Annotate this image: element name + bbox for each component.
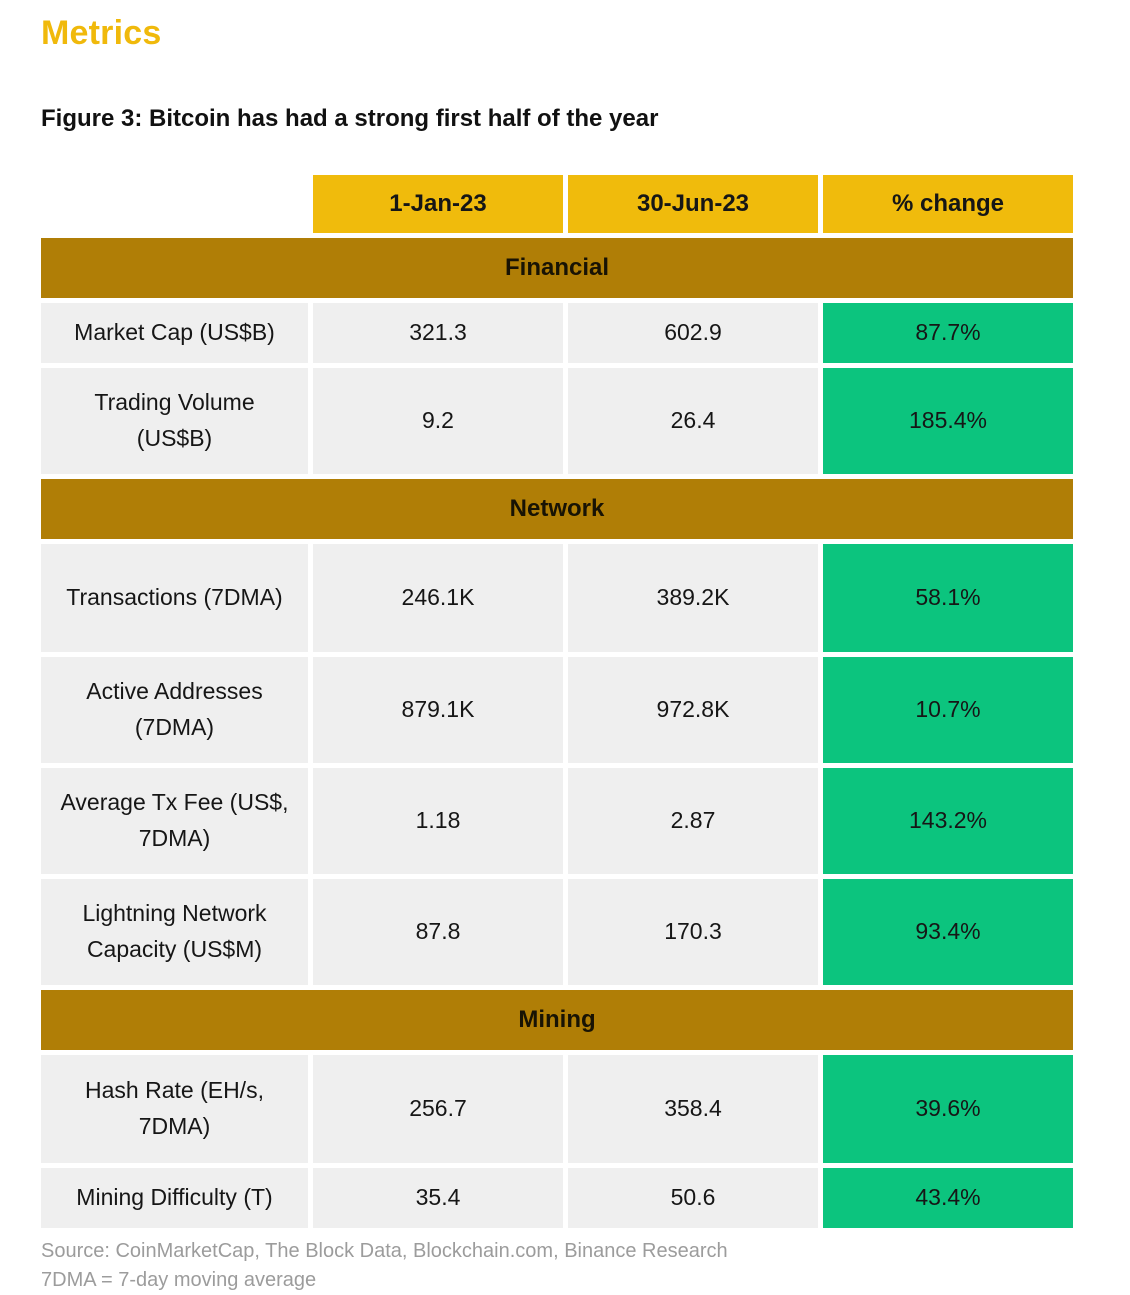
market-cap-change-value: 87.7% <box>823 303 1073 363</box>
row-label-transactions: Transactions (7DMA) <box>41 544 308 652</box>
lightning-capacity-jan-value: 87.8 <box>313 879 563 985</box>
active-addresses-change-value: 10.7% <box>823 657 1073 763</box>
active-addresses-jun-value: 972.8K <box>568 657 818 763</box>
column-header-percent-change: % change <box>823 175 1073 233</box>
row-label-mining-difficulty: Mining Difficulty (T) <box>41 1168 308 1228</box>
figure-caption: Figure 3: Bitcoin has had a strong first… <box>41 105 659 132</box>
report-page: Metrics Figure 3: Bitcoin has had a stro… <box>41 14 1073 1295</box>
trading-volume-change-value: 185.4% <box>823 368 1073 474</box>
mining-difficulty-jun-value: 50.6 <box>568 1168 818 1228</box>
market-cap-jan-value: 321.3 <box>313 303 563 363</box>
average-tx-fee-jun-value: 2.87 <box>568 768 818 874</box>
average-tx-fee-change-value: 143.2% <box>823 768 1073 874</box>
mining-difficulty-change-value: 43.4% <box>823 1168 1073 1228</box>
section-header-mining: Mining <box>41 990 1073 1050</box>
hash-rate-change-value: 39.6% <box>823 1055 1073 1163</box>
row-label-hash-rate: Hash Rate (EH/s, 7DMA) <box>41 1055 308 1163</box>
source-note: Source: CoinMarketCap, The Block Data, B… <box>41 1240 728 1262</box>
average-tx-fee-jan-value: 1.18 <box>313 768 563 874</box>
abbreviation-note: 7DMA = 7-day moving average <box>41 1269 317 1291</box>
section-header-network: Network <box>41 479 1073 539</box>
column-header-30-jun-23: 30-Jun-23 <box>568 175 818 233</box>
lightning-capacity-change-value: 93.4% <box>823 879 1073 985</box>
market-cap-jun-value: 602.9 <box>568 303 818 363</box>
hash-rate-jun-value: 358.4 <box>568 1055 818 1163</box>
hash-rate-jan-value: 256.7 <box>313 1055 563 1163</box>
page-title: Metrics <box>41 14 162 52</box>
lightning-capacity-jun-value: 170.3 <box>568 879 818 985</box>
row-label-trading-volume: Trading Volume (US$B) <box>41 368 308 474</box>
active-addresses-jan-value: 879.1K <box>313 657 563 763</box>
trading-volume-jan-value: 9.2 <box>313 368 563 474</box>
trading-volume-jun-value: 26.4 <box>568 368 818 474</box>
row-label-average-tx-fee: Average Tx Fee (US$, 7DMA) <box>41 768 308 874</box>
section-header-financial: Financial <box>41 238 1073 298</box>
row-label-lightning-capacity: Lightning Network Capacity (US$M) <box>41 879 308 985</box>
figure-footer: Source: CoinMarketCap, The Block Data, B… <box>41 1237 1070 1295</box>
transactions-jun-value: 389.2K <box>568 544 818 652</box>
transactions-change-value: 58.1% <box>823 544 1073 652</box>
transactions-jan-value: 246.1K <box>313 544 563 652</box>
column-header-1-jan-23: 1-Jan-23 <box>313 175 563 233</box>
corner-cell <box>41 175 308 233</box>
metrics-table: 1-Jan-23 30-Jun-23 % change Financial Ma… <box>41 175 1073 1228</box>
row-label-market-cap: Market Cap (US$B) <box>41 303 308 363</box>
row-label-active-addresses: Active Addresses (7DMA) <box>41 657 308 763</box>
mining-difficulty-jan-value: 35.4 <box>313 1168 563 1228</box>
